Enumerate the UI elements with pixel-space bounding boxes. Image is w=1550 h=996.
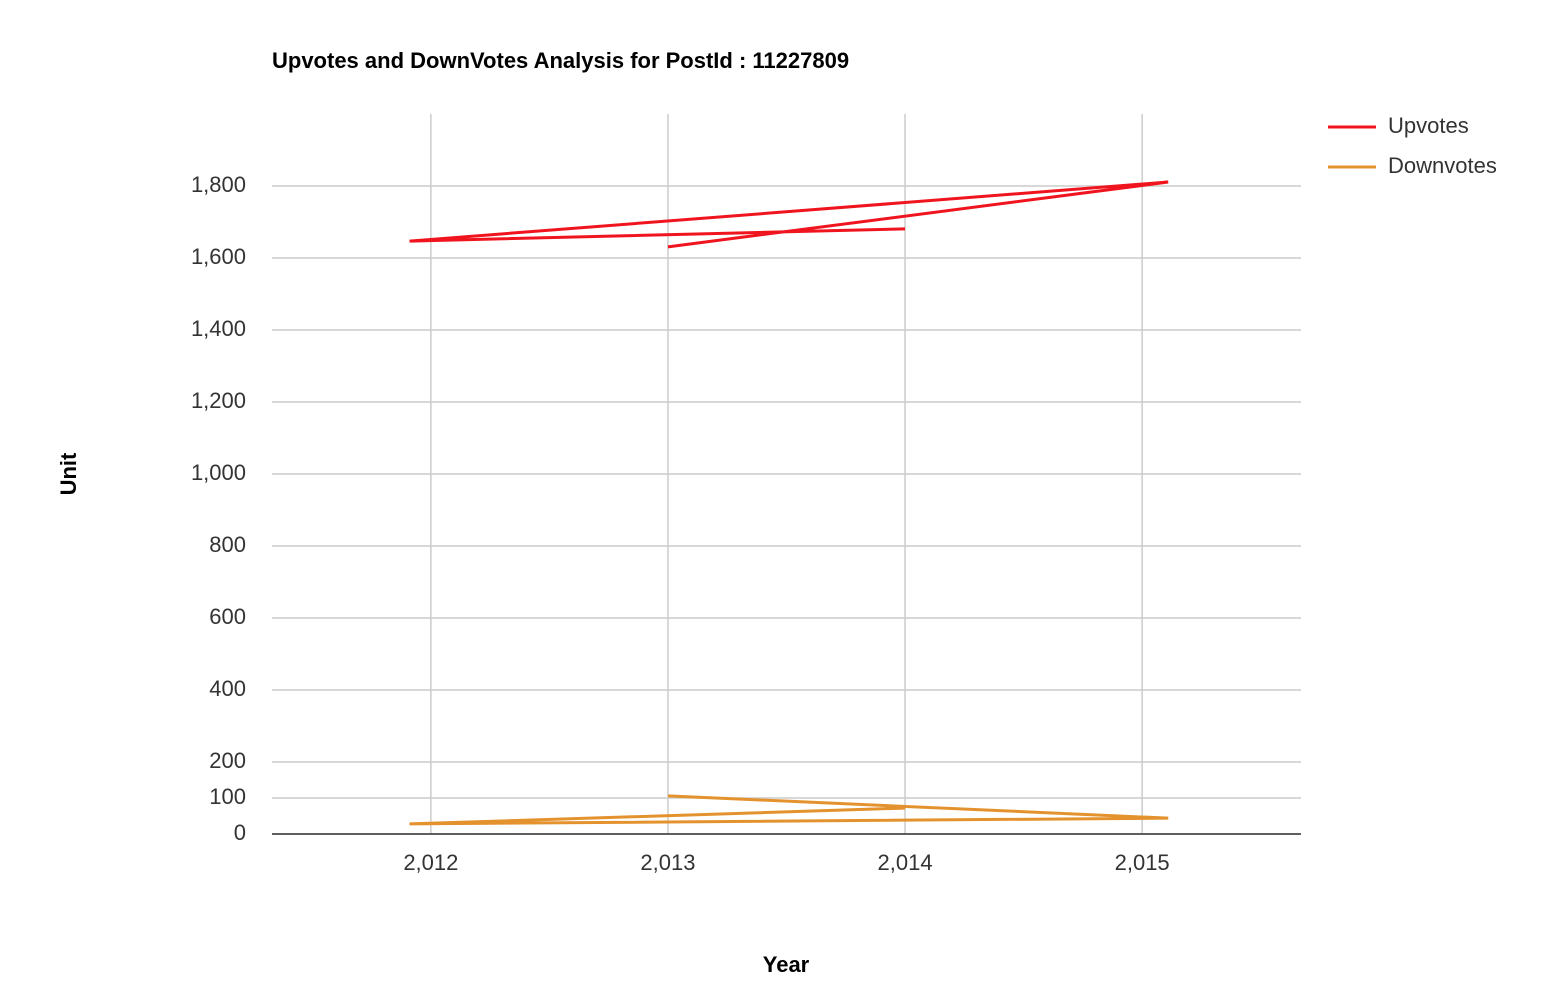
x-tick-label: 2,015 <box>1115 850 1170 875</box>
x-tick-label: 2,014 <box>878 850 933 875</box>
legend-label: Upvotes <box>1388 113 1469 138</box>
y-tick-label: 200 <box>209 748 246 773</box>
y-axis-label: Unit <box>56 452 81 495</box>
y-tick-label: 1,000 <box>191 460 246 485</box>
x-tick-label: 2,013 <box>640 850 695 875</box>
series-line <box>409 794 1169 826</box>
y-tick-label: 1,800 <box>191 172 246 197</box>
chart-title: Upvotes and DownVotes Analysis for PostI… <box>272 48 849 73</box>
y-tick-label: 1,200 <box>191 388 246 413</box>
y-tick-label: 100 <box>209 784 246 809</box>
series-line <box>409 180 1169 249</box>
y-tick-label: 0 <box>234 820 246 845</box>
y-tick-label: 1,400 <box>191 316 246 341</box>
y-tick-label: 600 <box>209 604 246 629</box>
legend-label: Downvotes <box>1388 153 1497 178</box>
x-axis-label: Year <box>763 952 810 977</box>
y-tick-label: 1,600 <box>191 244 246 269</box>
y-tick-label: 800 <box>209 532 246 557</box>
y-tick-label: 400 <box>209 676 246 701</box>
x-tick-label: 2,012 <box>403 850 458 875</box>
